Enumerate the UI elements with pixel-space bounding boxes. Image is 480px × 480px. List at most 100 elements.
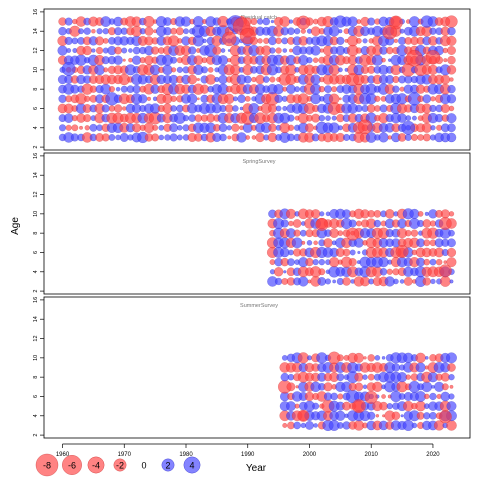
residual-bubble	[310, 45, 321, 56]
residual-bubble	[128, 48, 133, 53]
legend-label: 0	[141, 461, 146, 471]
residual-bubble	[382, 24, 398, 40]
residual-bubble	[268, 123, 277, 133]
residual-bubble	[374, 355, 381, 361]
residual-bubble	[119, 132, 129, 142]
y-tick-label: 4	[33, 126, 39, 129]
residual-bubble	[329, 257, 340, 268]
y-tick-label: 8	[33, 232, 39, 235]
residual-bubble	[385, 46, 394, 55]
residual-bubble	[373, 219, 382, 228]
legend-label: 4	[189, 461, 194, 471]
residual-bubble	[297, 409, 310, 422]
x-tick-label: 2020	[426, 452, 440, 458]
residual-bubble	[447, 84, 456, 94]
residual-bubble	[422, 219, 432, 228]
residual-bubble	[417, 134, 424, 141]
residual-bubble	[415, 352, 426, 364]
y-tick-label: 6	[33, 395, 39, 398]
residual-bubble	[342, 248, 351, 257]
residual-bubble	[280, 372, 290, 382]
residual-bubble	[177, 125, 183, 131]
residual-bubble	[348, 258, 357, 267]
residual-bubble	[274, 277, 283, 286]
residual-bubble	[288, 19, 294, 24]
residual-bubble	[440, 74, 451, 85]
residual-bubble	[282, 422, 288, 428]
residual-bubble	[337, 125, 343, 131]
y-tick-label: 2	[33, 290, 39, 293]
residual-bubble	[411, 115, 417, 121]
residual-bubble	[61, 61, 76, 76]
residual-bubble	[132, 123, 142, 133]
panel-frame	[43, 8, 471, 151]
legend-label: 2	[165, 461, 170, 471]
residual-bubble	[256, 18, 264, 25]
residual-bubble	[224, 93, 235, 104]
residual-bubble	[151, 46, 160, 55]
residual-bubble	[170, 105, 177, 112]
residual-bubble	[424, 211, 429, 216]
residual-bubble	[58, 124, 67, 132]
residual-bubble	[108, 134, 116, 141]
residual-bubble	[312, 259, 319, 266]
residual-bubble	[430, 125, 436, 131]
residual-bubble	[232, 96, 238, 102]
residual-bubble	[236, 132, 247, 143]
x-tick-label: 2010	[365, 452, 379, 458]
residual-bubble	[411, 422, 418, 429]
residual-bubble	[196, 97, 200, 101]
legend-label: -4	[92, 461, 100, 471]
residual-bubble	[410, 229, 419, 237]
residual-bubble	[288, 249, 294, 256]
legend-bubble	[183, 456, 201, 474]
residual-bubble	[113, 104, 123, 113]
residual-bubble	[244, 95, 251, 102]
residual-bubble	[318, 258, 325, 266]
legend-label: -2	[116, 461, 124, 471]
residual-bubble	[328, 93, 340, 105]
residual-bubble	[362, 384, 368, 390]
residual-bubble	[367, 411, 376, 420]
residual-bubble	[158, 124, 165, 131]
residual-bubble	[405, 115, 412, 122]
residual-bubble	[429, 104, 437, 113]
residual-bubble	[337, 67, 343, 73]
residual-bubble	[404, 229, 412, 237]
residual-bubble	[182, 115, 190, 122]
residual-bubble	[391, 411, 401, 421]
residual-bubble	[305, 257, 314, 267]
residual-bubble	[331, 86, 338, 93]
residual-bubble	[94, 64, 105, 76]
residual-bubble	[286, 401, 296, 412]
residual-bubble	[114, 46, 122, 55]
residual-bubble	[220, 48, 226, 53]
residual-bubble	[363, 356, 367, 360]
residual-bubble	[337, 393, 344, 400]
residual-bubble	[287, 114, 295, 122]
residual-bubble	[366, 104, 376, 113]
legend-bubble	[62, 455, 82, 475]
residual-bubble	[403, 277, 413, 286]
residual-bubble	[329, 228, 339, 238]
y-tick-label: 8	[33, 88, 39, 91]
residual-bubble	[335, 410, 346, 421]
residual-bubble	[286, 382, 296, 392]
residual-bubble	[128, 57, 133, 63]
residual-bubble	[381, 57, 386, 63]
residual-bubble	[201, 66, 209, 74]
residual-bubble	[152, 124, 159, 131]
residual-bubble	[374, 95, 381, 102]
panel-bubbles	[57, 15, 458, 144]
residual-bubble	[287, 373, 295, 381]
x-axis: 1960 1970 1980 1990 2000 2010 2020	[56, 443, 440, 458]
residual-bubble	[285, 208, 296, 219]
residual-bubble	[280, 247, 290, 258]
residual-bubble	[232, 105, 239, 112]
residual-bubble	[448, 211, 455, 217]
residual-bubble	[357, 119, 373, 135]
residual-bubble	[293, 28, 301, 35]
panel-frame	[43, 152, 471, 295]
residual-bubble	[102, 37, 109, 44]
